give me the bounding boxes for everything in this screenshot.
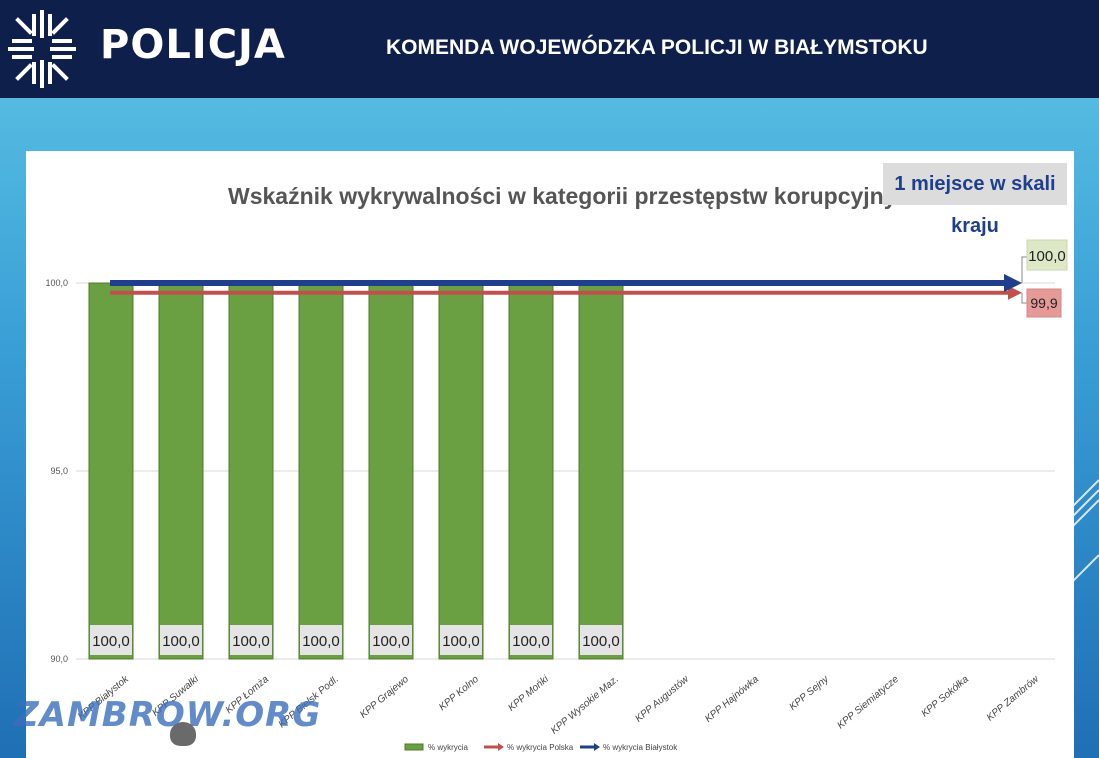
bar	[88, 282, 134, 660]
x-tick-label: KPP Zambrów	[985, 673, 1042, 723]
bar	[438, 282, 484, 660]
legend-swatch-bars	[404, 743, 424, 751]
x-tick-label: KPP Grajewo	[358, 674, 411, 721]
bar	[298, 282, 344, 660]
x-tick-label: KPP Sejny	[788, 673, 832, 713]
x-tick-label: KPP Mońki	[506, 673, 551, 713]
bar	[578, 282, 624, 660]
bar-label: 100,0	[232, 633, 270, 650]
legend-label: % wykrycia Polska	[507, 743, 574, 752]
bar-label: 100,0	[582, 633, 620, 650]
callout-leader-bialystok	[1021, 256, 1027, 283]
callout-label-bialystok: 100,0	[1028, 248, 1066, 265]
bar	[508, 282, 554, 660]
rank-badge: 1 miejsce w skali kraju	[883, 163, 1067, 237]
bar	[368, 282, 414, 660]
header-bar: POLICJA KOMENDA WOJEWÓDZKA POLICJI W BIA…	[0, 0, 1099, 98]
x-tick-label: KPP Augustów	[633, 673, 691, 724]
x-tick-label: KPP Wysokie Maz.	[549, 674, 621, 737]
y-tick-label: 95,0	[50, 466, 68, 476]
bar-label-box	[440, 625, 482, 655]
bar-label-box	[90, 625, 132, 655]
bar-label-box	[510, 625, 552, 655]
bar-label: 100,0	[162, 633, 200, 650]
legend-label: % wykrycia Białystok	[603, 743, 678, 752]
line-bialystok-arrow	[1004, 274, 1022, 292]
x-tick-label: KPP Hajnówka	[703, 674, 761, 725]
bison-icon	[170, 722, 196, 746]
logo-text: POLICJA	[100, 22, 286, 68]
callout-label-poland: 99,9	[1030, 295, 1057, 311]
bar-label: 100,0	[302, 633, 340, 650]
bar	[158, 282, 204, 660]
bar-label-box	[300, 625, 342, 655]
bar-label-box	[160, 625, 202, 655]
bar-label: 100,0	[92, 633, 130, 650]
callout-leader-poland	[1021, 292, 1027, 304]
bar	[228, 282, 274, 660]
line-poland-arrow	[1008, 285, 1022, 300]
bar-label: 100,0	[442, 633, 480, 650]
y-tick-label: 100,0	[45, 278, 68, 288]
callout-box-poland	[1026, 288, 1062, 318]
legend-label: % wykrycia	[428, 743, 469, 752]
watermark-text: ZAMBROW.ORG	[14, 695, 322, 735]
chart-title: Wskaźnik wykrywalności w kategorii przes…	[228, 183, 981, 209]
legend-arrow-bialystok	[594, 743, 600, 751]
org-title: KOMENDA WOJEWÓDZKA POLICJI W BIAŁYMSTOKU	[386, 36, 928, 59]
police-star-icon	[8, 10, 76, 88]
x-tick-label: KPP Siemiatycze	[835, 674, 901, 732]
decorative-stripes	[1069, 479, 1099, 586]
callout-box-bialystok	[1026, 239, 1068, 271]
x-tick-label: KPP Sokółka	[919, 674, 971, 720]
bar-label: 100,0	[512, 633, 550, 650]
bar-label-box	[370, 625, 412, 655]
legend-arrow-poland	[498, 743, 504, 751]
bar-label: 100,0	[372, 633, 410, 650]
bar-label-box	[230, 625, 272, 655]
x-tick-label: KPP Kolno	[437, 674, 481, 714]
y-tick-label: 90,0	[50, 654, 68, 664]
bar-label-box	[580, 625, 622, 655]
